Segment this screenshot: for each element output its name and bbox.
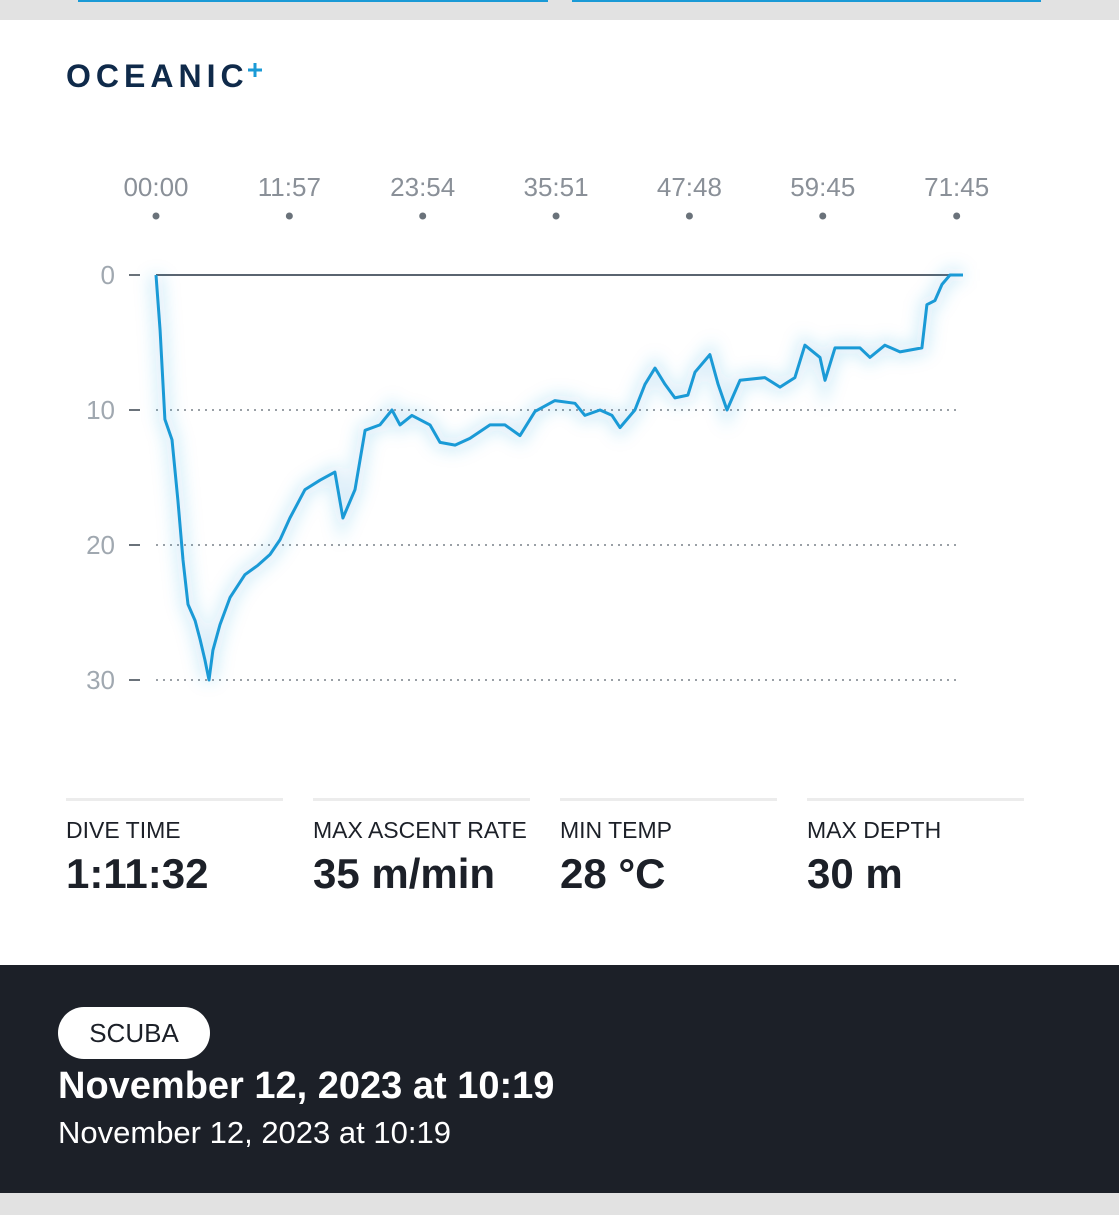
stat-value: 1:11:32 — [66, 850, 209, 897]
footer: SCUBA November 12, 2023 at 10:19 Novembe… — [0, 965, 1119, 1193]
line-glow — [149, 268, 963, 682]
y-tick-label: 10 — [86, 395, 115, 425]
stat: MAX DEPTH 30 m — [807, 798, 1024, 898]
y-tick-label: 30 — [86, 665, 115, 695]
card — [0, 20, 1119, 965]
x-tick-dot — [819, 212, 827, 220]
x-tick-dot — [953, 212, 961, 220]
dive-title: November 12, 2023 at 10:19 — [58, 1065, 555, 1107]
stat-value: 35 m/min — [313, 850, 496, 897]
x-tick-label: 00:00 — [123, 172, 188, 202]
stat-label: MIN TEMP — [560, 817, 673, 843]
stat-value: 30 m — [807, 850, 903, 897]
x-tick-dot — [685, 212, 693, 220]
x-tick-label: 47:48 — [657, 172, 722, 202]
badge: SCUBA — [58, 1007, 210, 1059]
x-tick-dot — [419, 212, 427, 220]
y-tick-label: 0 — [101, 260, 115, 290]
x-tick-dot — [552, 212, 560, 220]
x-tick-label: 23:54 — [390, 172, 455, 202]
x-tick-label: 71:45 — [924, 172, 989, 202]
stat-label: MAX ASCENT RATE — [313, 817, 527, 843]
x-tick-dot — [285, 212, 293, 220]
tab-line — [78, 0, 548, 2]
stat: DIVE TIME 1:11:32 — [66, 798, 283, 898]
x-tick-label: 11:57 — [258, 172, 321, 202]
brand-plus — [247, 63, 262, 77]
stat-label: MAX DEPTH — [807, 817, 942, 843]
x-tick-label: 59:45 — [790, 172, 855, 202]
chart: 00:00 11:57 23:54 35:51 47:48 59:45 71:45 0 10 20… — [86, 172, 989, 695]
brand-text: OCEANIC — [66, 58, 249, 94]
brand: OCEANIC — [66, 58, 262, 95]
depth-line — [154, 273, 963, 682]
x-tick-label: 35:51 — [524, 172, 589, 202]
x-tick-dot — [152, 212, 160, 220]
stat: MIN TEMP 28 °C — [560, 798, 777, 898]
stat-label: DIVE TIME — [66, 817, 181, 843]
tab-line — [572, 0, 1041, 2]
y-tick-label: 20 — [86, 530, 115, 560]
dive-subtitle: November 12, 2023 at 10:19 — [58, 1115, 451, 1150]
stat-value: 28 °C — [560, 850, 666, 897]
stat: MAX ASCENT RATE 35 m/min — [313, 798, 530, 898]
